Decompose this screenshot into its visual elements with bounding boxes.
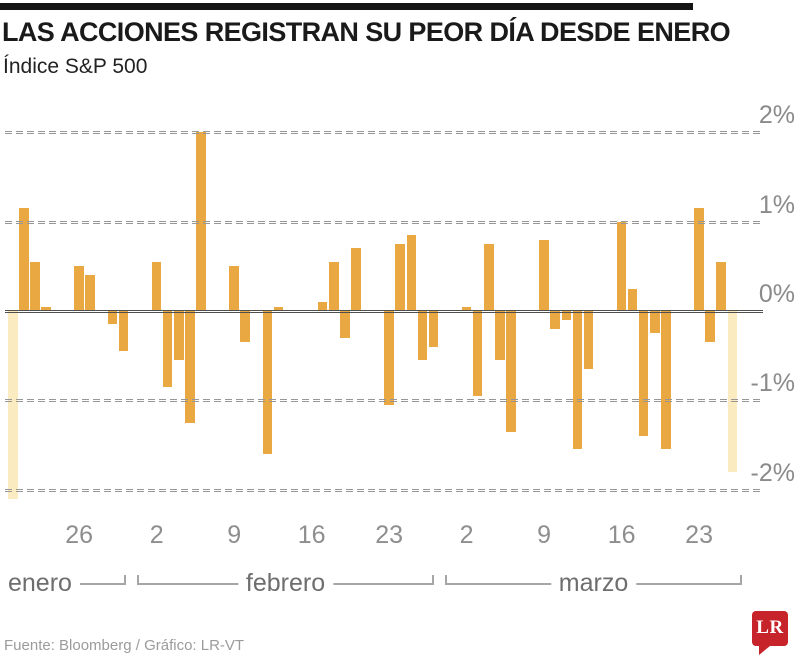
month-bracket-tick xyxy=(445,575,447,585)
month-label: febrero xyxy=(237,568,334,598)
bar xyxy=(85,275,95,311)
month-bracket-tick xyxy=(124,575,126,585)
y-axis-label: 1% xyxy=(758,190,795,219)
x-axis-tick-label: 9 xyxy=(227,521,242,549)
bar xyxy=(273,307,284,311)
month-bracket-enero: enero xyxy=(0,567,126,598)
bar xyxy=(151,262,162,311)
bar-highlighted xyxy=(8,311,18,499)
bar xyxy=(461,307,472,311)
bar xyxy=(30,262,40,311)
bar xyxy=(317,302,328,311)
y-axis-label: -2% xyxy=(750,458,795,487)
x-axis-tick-label: 16 xyxy=(607,521,636,549)
bar xyxy=(41,307,51,311)
x-axis-tick-label: 26 xyxy=(65,521,94,549)
x-axis-tick-label: 23 xyxy=(685,521,713,549)
bar xyxy=(472,311,483,396)
bar xyxy=(661,311,671,449)
bar xyxy=(638,311,649,436)
top-accent-bar xyxy=(0,3,693,10)
y-axis-label: 0% xyxy=(758,280,795,308)
bar xyxy=(650,311,660,333)
gridline--2% xyxy=(5,488,763,492)
y-axis-label: 2% xyxy=(758,101,795,130)
month-label: enero xyxy=(0,568,80,598)
bar xyxy=(705,311,715,342)
month-bracket-febrero: febrero xyxy=(137,567,434,598)
bar xyxy=(506,311,516,432)
bar xyxy=(351,248,361,311)
month-label: marzo xyxy=(550,568,637,598)
bar xyxy=(428,311,439,347)
gridline--1% xyxy=(5,399,763,403)
bar xyxy=(74,266,84,311)
bar xyxy=(185,311,195,423)
source-credit: Fuente: Bloomberg / Gráfico: LR-VT xyxy=(4,637,245,654)
chart-title: LAS ACCIONES REGISTRAN SU PEOR DÍA DESDE… xyxy=(2,17,731,47)
bar xyxy=(716,262,726,311)
gridline-2% xyxy=(5,131,763,135)
month-bracket-marzo: marzo xyxy=(445,567,742,598)
bar xyxy=(550,311,560,329)
bar xyxy=(417,311,428,360)
bar xyxy=(583,311,594,369)
zero-axis-line xyxy=(5,310,763,313)
x-axis-tick-label: 16 xyxy=(297,521,326,549)
x-axis-tick-label: 2 xyxy=(149,521,164,549)
bar xyxy=(694,208,704,311)
x-axis-tick-label: 2 xyxy=(459,521,474,549)
bar xyxy=(340,311,350,338)
bar xyxy=(627,289,638,311)
bar xyxy=(107,311,118,324)
bar xyxy=(174,311,184,360)
bar xyxy=(240,311,250,342)
month-bracket-tick xyxy=(740,575,742,585)
bar xyxy=(162,311,173,387)
month-bracket-tick xyxy=(137,575,139,585)
month-bracket-tick xyxy=(432,575,434,585)
bar xyxy=(572,311,583,449)
y-axis-label: -1% xyxy=(750,369,795,398)
bar xyxy=(229,266,239,311)
bar xyxy=(329,262,339,311)
bar xyxy=(118,311,129,351)
x-axis-tick-label: 9 xyxy=(537,521,552,549)
gridline-1% xyxy=(5,220,763,224)
bar xyxy=(616,222,627,311)
bar xyxy=(19,208,29,311)
bar xyxy=(484,244,494,311)
bar xyxy=(262,311,273,454)
bar xyxy=(495,311,505,360)
x-axis-tick-label: 23 xyxy=(375,521,404,549)
bar-highlighted xyxy=(727,311,738,472)
chart-subtitle: Índice S&P 500 xyxy=(3,55,148,78)
bar xyxy=(384,311,394,405)
bar xyxy=(395,244,405,311)
bar xyxy=(539,240,549,311)
bar xyxy=(561,311,571,320)
bar xyxy=(406,235,417,311)
lr-logo: LR xyxy=(752,611,788,655)
